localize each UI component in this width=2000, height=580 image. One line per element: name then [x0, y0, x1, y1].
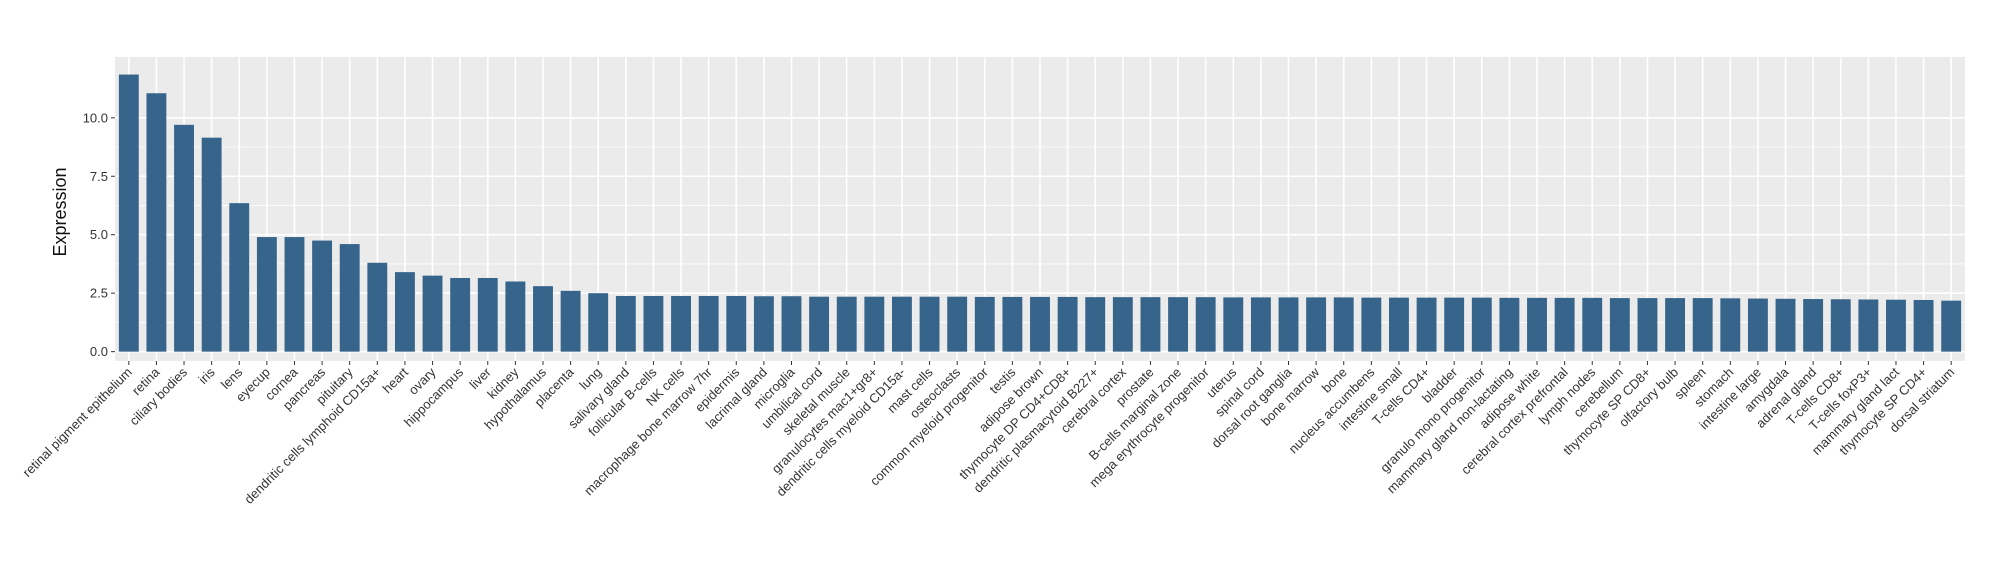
- bar-bone: [1333, 297, 1354, 352]
- bar-iris: [201, 137, 222, 352]
- bar-intestine-small: [1389, 297, 1409, 352]
- y-axis: 0.0 2.5 5.0 7.5 10.0: [83, 110, 115, 359]
- bar-spleen: [1692, 298, 1713, 352]
- bar-kidney: [505, 281, 526, 352]
- bar-nk-cells: [671, 295, 691, 352]
- bar-cerebellum: [1609, 298, 1630, 352]
- bar-prostate: [1140, 297, 1161, 352]
- bar-heart: [394, 272, 415, 352]
- bar-uterus: [1223, 297, 1244, 352]
- bar-adipose-brown: [1030, 296, 1050, 352]
- bar-liver: [477, 277, 498, 352]
- bar-dorsal-root-ganglia: [1278, 297, 1299, 352]
- x-axis: retinal pigment epitheliumretinaciliary …: [20, 361, 1957, 507]
- bar-hypothalamus: [533, 286, 553, 352]
- bar-lens: [229, 203, 250, 352]
- bar-epidermis: [726, 295, 747, 352]
- bar-mammary-gland-lact: [1886, 299, 1906, 352]
- bar-nucleus-accumbens: [1361, 297, 1382, 352]
- bar-cornea: [284, 237, 305, 352]
- bar-dorsal-striatum: [1941, 300, 1962, 352]
- bar-dendritic-cells-lymphoid-cd15a-: [367, 262, 388, 352]
- bar-bone-marrow: [1306, 297, 1327, 352]
- x-tick-label: heart: [379, 364, 411, 396]
- y-axis-title: Expression: [50, 167, 70, 256]
- bar-olfactory-bulb: [1665, 298, 1686, 352]
- bar-cerebral-cortex: [1112, 297, 1133, 352]
- bar-ovary: [422, 275, 443, 352]
- bar-thymocyte-sp-cd4-: [1913, 299, 1934, 352]
- bar-retinal-pigment-epithelium: [118, 74, 139, 352]
- bar-intestine-large: [1747, 298, 1768, 352]
- bar-placenta: [560, 290, 581, 352]
- y-tick-label: 2.5: [90, 286, 108, 301]
- bar-eyecup: [256, 237, 277, 352]
- bar-adrenal-gland: [1803, 299, 1824, 352]
- bar-pituitary: [339, 244, 360, 352]
- bar-thymocyte-dp-cd4-cd8-: [1057, 296, 1078, 352]
- bar-mega-erythrocyte-progenitor: [1195, 297, 1216, 352]
- y-tick-label: 10.0: [83, 110, 108, 125]
- bar-pancreas: [312, 240, 333, 352]
- y-tick-label: 0.0: [90, 344, 108, 359]
- bar-stomach: [1720, 298, 1741, 352]
- bar-follicular-b-cells: [643, 295, 664, 352]
- bar-lacrimal-gland: [753, 296, 774, 352]
- bar-mast-cells: [919, 296, 940, 352]
- bar-granulo-mono-progenitor: [1471, 297, 1492, 352]
- bar-testis: [1002, 296, 1023, 352]
- bar-lymph-nodes: [1582, 297, 1603, 352]
- bar-microglia: [781, 296, 802, 352]
- bar-retina: [146, 93, 167, 352]
- y-tick-label: 5.0: [90, 227, 108, 242]
- bar-adipose-white: [1527, 297, 1547, 352]
- bar-dendritic-cells-myeloid-cd15a-: [892, 296, 912, 352]
- bar-ciliary-bodies: [174, 124, 194, 352]
- bar-bladder: [1444, 297, 1465, 352]
- bar-spinal-cord: [1250, 297, 1271, 352]
- x-tick-label: iris: [195, 364, 218, 387]
- bar-macrophage-bone-marrow-7hr: [698, 295, 719, 352]
- bar-mammary-gland-non-lactating: [1499, 297, 1520, 352]
- bar-umbilical-cord: [809, 296, 830, 352]
- bar-dendritic-plasmacytoid-b227-: [1085, 297, 1106, 352]
- bar-amygdala: [1775, 298, 1796, 352]
- bar-granulocytes-mac1-gr8-: [864, 296, 885, 352]
- bar-t-cells-cd8-: [1830, 299, 1851, 352]
- bar-b-cells-marginal-zone: [1168, 297, 1188, 352]
- bar-osteoclasts: [947, 296, 968, 352]
- bar-common-myeloid-progenitor: [974, 296, 995, 352]
- bar-salivary-gland: [615, 295, 636, 352]
- bar-skeletal-muscle: [836, 296, 857, 352]
- bar-t-cells-foxp3-: [1858, 299, 1879, 352]
- bar-hippocampus: [450, 277, 471, 352]
- bars: [118, 74, 1962, 352]
- bar-lung: [588, 293, 609, 352]
- y-tick-label: 7.5: [90, 169, 108, 184]
- bar-thymocyte-sp-cd8-: [1637, 298, 1658, 352]
- bar-cerebral-cortex-prefrontal: [1554, 297, 1575, 352]
- x-tick-label: retinal pigment epithelium: [20, 365, 135, 480]
- bar-t-cells-cd4-: [1416, 297, 1437, 352]
